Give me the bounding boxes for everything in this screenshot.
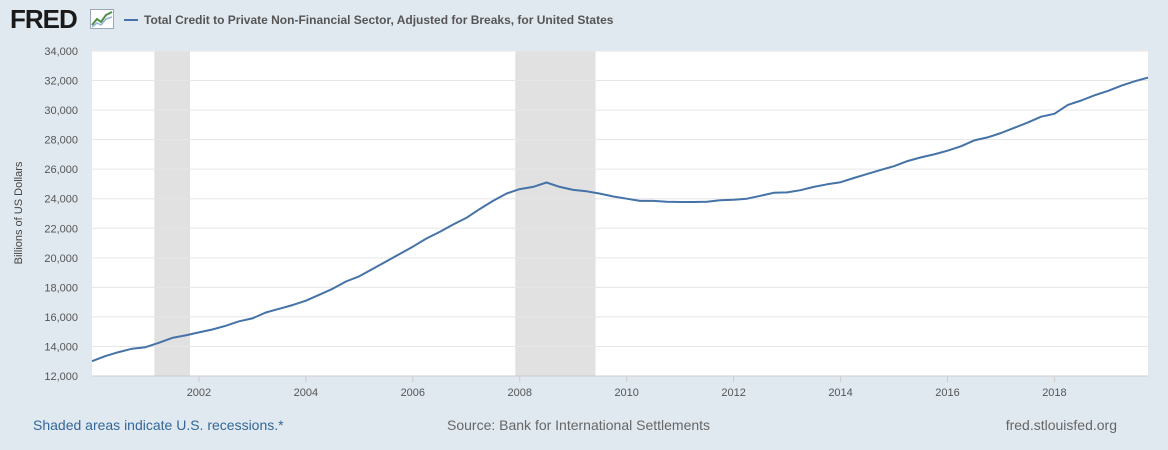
y-tick-label: 24,000 bbox=[44, 194, 78, 206]
y-tick-label: 18,000 bbox=[44, 282, 78, 294]
legend-series-label[interactable]: Total Credit to Private Non-Financial Se… bbox=[144, 13, 614, 27]
y-tick-label: 16,000 bbox=[44, 312, 78, 324]
chart-line-icon bbox=[90, 9, 114, 29]
plot-area bbox=[92, 51, 1148, 376]
x-tick-label: 2016 bbox=[935, 387, 959, 399]
y-tick-label: 12,000 bbox=[44, 371, 78, 383]
recession-bands bbox=[154, 51, 596, 376]
recession-band bbox=[515, 51, 596, 376]
x-tick-label: 2002 bbox=[187, 387, 211, 399]
y-tick-label: 30,000 bbox=[44, 105, 78, 117]
x-tick-label: 2014 bbox=[828, 387, 852, 399]
fred-logo[interactable]: FRED bbox=[10, 4, 78, 34]
y-axis-title: Billions of US Dollars bbox=[13, 161, 25, 264]
y-tick-label: 20,000 bbox=[44, 253, 78, 265]
x-tick-label: 2018 bbox=[1042, 387, 1066, 399]
x-tick-label: 2006 bbox=[401, 387, 425, 399]
y-tick-label: 34,000 bbox=[44, 46, 78, 58]
site-link[interactable]: fred.stlouisfed.org bbox=[1005, 417, 1117, 433]
x-tick-label: 2010 bbox=[614, 387, 638, 399]
chart: 12,000 14,000 16,000 18,000 20,000 22,000 24,0… bbox=[13, 46, 1149, 399]
recession-band bbox=[154, 51, 191, 376]
x-tick-label: 2008 bbox=[508, 387, 532, 399]
x-tick-label: 2012 bbox=[721, 387, 745, 399]
source-text: Source: Bank for International Settlemen… bbox=[447, 417, 711, 433]
y-tick-label: 22,000 bbox=[44, 223, 78, 235]
y-tick-label: 14,000 bbox=[44, 341, 78, 353]
y-tick-label: 28,000 bbox=[44, 135, 78, 147]
x-tick-label: 2004 bbox=[294, 387, 318, 399]
header: FRED Total Credit to Private Non-Financi… bbox=[0, 0, 1168, 40]
series-line[interactable] bbox=[91, 76, 1149, 363]
x-axis-ticks: 2002 2004 2006 2008 2010 2012 2014 2016 2018 bbox=[187, 376, 1067, 399]
y-tick-label: 26,000 bbox=[44, 164, 78, 176]
y-axis-ticks: 12,000 14,000 16,000 18,000 20,000 22,000 24,0… bbox=[44, 46, 78, 383]
y-tick-label: 32,000 bbox=[44, 76, 78, 88]
legend-swatch bbox=[124, 19, 138, 21]
recessions-note-link[interactable]: Shaded areas indicate U.S. recessions.* bbox=[33, 417, 284, 433]
